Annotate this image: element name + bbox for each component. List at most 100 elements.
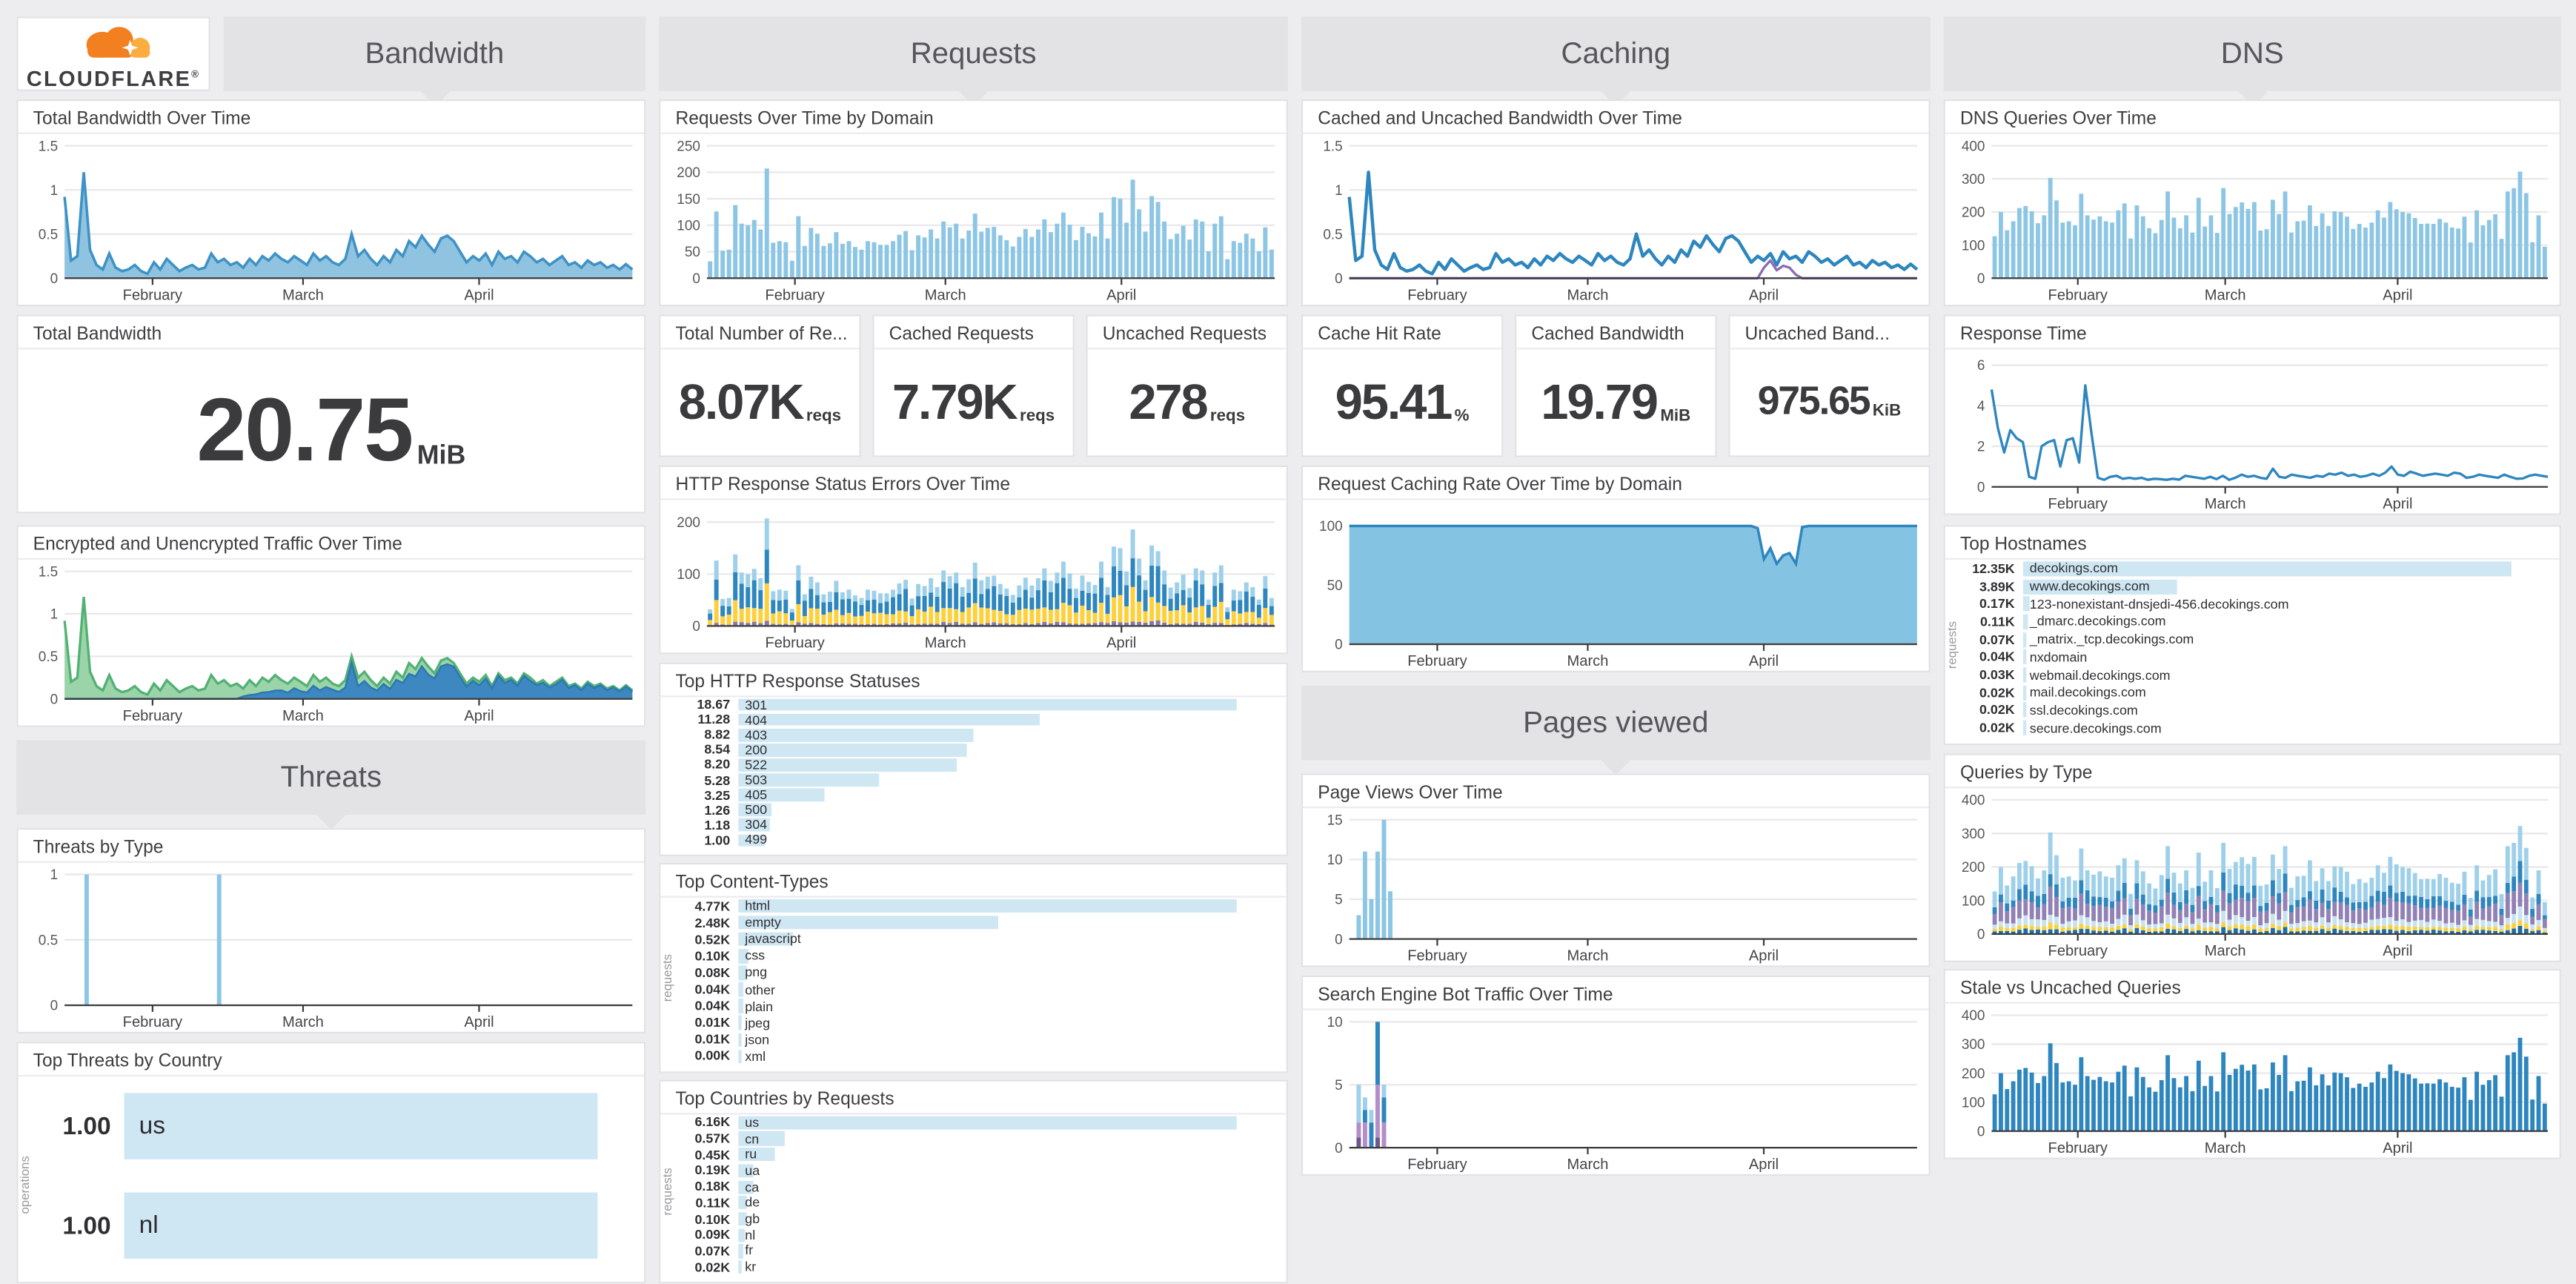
list-item-value: 0.01K <box>694 1032 731 1048</box>
list-item[interactable]: 0.17K 123-nonexistant-dnsjedi-456.decokin… <box>1945 595 2548 613</box>
list-item[interactable]: 0.45K ru <box>660 1147 1275 1163</box>
http-errors-chart[interactable]: 0 100 200 February March April <box>660 500 1286 653</box>
queries-by-type-chart[interactable]: 0 100 200 300 400 February March April <box>1945 788 2560 960</box>
top-hostnames-list[interactable]: 12.35K decokings.com 3.89K www.decokings.co… <box>1945 560 2548 737</box>
list-item[interactable]: 12.35K decokings.com <box>1945 560 2548 578</box>
search-bot-traffic-chart[interactable]: 0 5 10 February March April <box>1303 1010 1928 1174</box>
list-item[interactable]: 0.11K _dmarc.decokings.com <box>1945 613 2548 631</box>
list-title: Top HTTP Response Statuses <box>660 664 1287 698</box>
list-item-label: decokings.com <box>2029 560 2118 577</box>
list-item[interactable]: 0.04K nxdomain <box>1945 649 2548 666</box>
list-item[interactable]: 0.19K ua <box>660 1162 1275 1179</box>
list-item-bar-zone: 405 <box>738 787 1275 803</box>
list-item-value: 0.00K <box>694 1048 731 1065</box>
top-threats-list[interactable]: 1.00 us 1.00 nl <box>19 1076 633 1275</box>
list-item[interactable]: 0.11K de <box>660 1195 1275 1211</box>
list-item[interactable]: 0.02K ssl.decokings.com <box>1945 701 2548 719</box>
list-item[interactable]: 0.10K css <box>660 947 1275 964</box>
request-caching-rate-chart[interactable]: 0 50 100 February March April <box>1303 500 1928 671</box>
svg-text:1.5: 1.5 <box>1323 139 1342 154</box>
list-item-value: 0.04K <box>1979 649 2015 665</box>
card-top-content-types: Top Content-Types requests 4.77K html 2.48… <box>659 862 1288 1073</box>
card-request-caching-rate: Request Caching Rate Over Time by Domain… <box>1301 465 1931 672</box>
list-item[interactable]: 0.08K png <box>660 964 1275 982</box>
list-item-bar <box>738 1260 742 1274</box>
list-item[interactable]: 0.03K webmail.decokings.com <box>1945 666 2548 684</box>
section-title: Bandwidth <box>365 36 505 70</box>
list-item-label: png <box>745 965 768 981</box>
list-item-bar <box>738 916 998 930</box>
list-item-label: gb <box>745 1211 760 1227</box>
list-item-bar <box>738 999 743 1013</box>
svg-text:250: 250 <box>677 139 700 154</box>
list-item[interactable]: 5.28 503 <box>660 772 1275 787</box>
response-time-chart[interactable]: 0 2 4 6 February March April <box>1945 349 2560 513</box>
list-item-value: 0.11K <box>695 1195 731 1211</box>
list-item-label: empty <box>745 915 781 930</box>
card-cached-bandwidth-stat: Cached Bandwidth 19.79 MiB <box>1515 314 1717 457</box>
chart-canvas: 0 5 10 15 February March April <box>1327 813 1917 964</box>
list-item[interactable]: 0.57K cn <box>660 1131 1275 1147</box>
list-item[interactable]: 0.01K jpeg <box>660 1015 1275 1032</box>
list-item-bar-zone: www.decokings.com <box>2022 579 2548 594</box>
stat-title: Cached Bandwidth <box>1516 317 1716 350</box>
svg-text:0: 0 <box>50 999 59 1014</box>
section-title: Requests <box>910 36 1037 70</box>
list-item[interactable]: 1.00 499 <box>660 833 1275 847</box>
list-item[interactable]: 8.20 522 <box>660 758 1275 772</box>
list-item[interactable]: 3.25 405 <box>660 787 1275 803</box>
list-item[interactable]: 1.00 us <box>19 1083 633 1169</box>
list-item[interactable]: 0.18K ca <box>660 1179 1275 1195</box>
top-statuses-list[interactable]: 18.67 301 11.28 404 8.82 403 8.54 200 8.20 522 5.2… <box>660 697 1275 848</box>
section-title: Threats <box>280 760 382 794</box>
list-item[interactable]: 11.28 404 <box>660 712 1275 727</box>
list-item[interactable]: 1.26 500 <box>660 803 1275 818</box>
page-views-chart[interactable]: 0 5 10 15 February March April <box>1303 808 1928 965</box>
list-item[interactable]: 18.67 301 <box>660 697 1275 712</box>
dns-queries-chart[interactable]: 0 100 200 300 400 February March April <box>1945 134 2560 305</box>
svg-text:March: March <box>1567 948 1609 964</box>
top-countries-list[interactable]: 6.16K us 0.57K cn 0.45K ru 0.19K ua 0.18K ca 0.11K… <box>660 1114 1275 1275</box>
list-item[interactable]: 8.54 200 <box>660 742 1275 758</box>
chart-title: Request Caching Rate Over Time by Domain <box>1303 467 1929 500</box>
list-item[interactable]: 0.04K other <box>660 982 1275 999</box>
top-content-types-list[interactable]: 4.77K html 2.48K empty 0.52K javascript 0.10K c… <box>660 898 1275 1065</box>
list-item-value: 0.02K <box>1979 703 2015 718</box>
list-item-value: 3.25 <box>704 787 731 803</box>
total-bandwidth-over-time-chart[interactable]: 0 0.5 1 1.5 February March April <box>19 134 644 305</box>
list-item[interactable]: 4.77K html <box>660 898 1275 915</box>
list-item[interactable]: 6.16K us <box>660 1114 1275 1131</box>
list-item[interactable]: 8.82 403 <box>660 727 1275 742</box>
card-uncached-requests-stat: Uncached Requests 278 reqs <box>1086 314 1288 457</box>
chart-canvas: 0 100 200 300 400 February March April <box>1962 1008 2549 1156</box>
stat-title: Uncached Requests <box>1087 317 1287 350</box>
list-item[interactable]: 0.10K gb <box>660 1211 1275 1227</box>
list-item[interactable]: 0.01K json <box>660 1031 1275 1048</box>
stale-uncached-queries-chart[interactable]: 0 100 200 300 400 February March April <box>1945 1004 2560 1158</box>
list-item[interactable]: 3.89K www.decokings.com <box>1945 578 2548 595</box>
encrypted-unencrypted-chart[interactable]: 0 0.5 1 1.5 February March April <box>19 560 644 725</box>
list-item[interactable]: 0.02K kr <box>660 1260 1275 1276</box>
list-item[interactable]: 0.09K nl <box>660 1227 1275 1243</box>
requests-over-time-chart[interactable]: 0 50 100 150 200 250 February March April <box>660 134 1286 305</box>
svg-text:February: February <box>765 635 824 651</box>
list-item[interactable]: 0.04K plain <box>660 998 1275 1015</box>
svg-text:February: February <box>123 1014 182 1030</box>
list-item[interactable]: 0.52K javascript <box>660 931 1275 948</box>
list-item[interactable]: 0.07K fr <box>660 1243 1275 1260</box>
list-item[interactable]: 2.48K empty <box>660 914 1275 931</box>
list-item-label: nl <box>745 1227 756 1243</box>
list-item[interactable]: 1.00 nl <box>19 1182 633 1268</box>
stat-unit: reqs <box>806 406 842 426</box>
list-item[interactable]: 0.02K mail.decokings.com <box>1945 684 2548 701</box>
list-item[interactable]: 0.07K _matrix._tcp.decokings.com <box>1945 631 2548 649</box>
list-item[interactable]: 1.18 304 <box>660 818 1275 833</box>
list-item-bar-zone: decokings.com <box>2022 560 2548 577</box>
list-item[interactable]: 0.00K xml <box>660 1048 1275 1065</box>
list-item[interactable]: 0.02K secure.decokings.com <box>1945 719 2548 737</box>
list-item-value: 0.45K <box>694 1147 731 1162</box>
list-item-value: 0.03K <box>1979 667 2015 683</box>
cached-uncached-bandwidth-chart[interactable]: 0 0.5 1 1.5 February March April <box>1303 134 1928 305</box>
chart-canvas: 0 50 100 February March April <box>1319 519 1917 669</box>
threats-by-type-chart[interactable]: 0 0.5 1 February March April <box>19 863 644 1032</box>
